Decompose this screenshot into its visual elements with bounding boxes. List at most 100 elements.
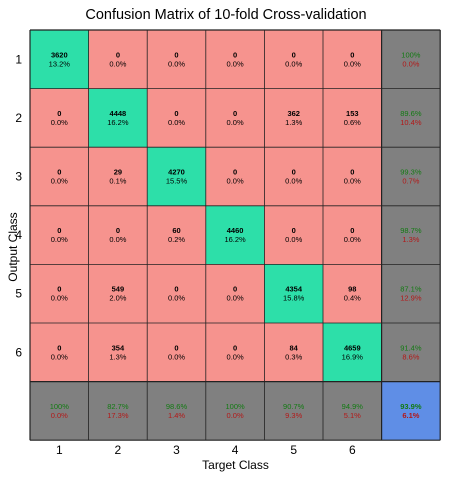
cell-count: 0 — [233, 109, 237, 118]
cell-count: 0 — [292, 226, 296, 235]
matrix-cell-bg — [205, 88, 265, 148]
cell-count: 0 — [57, 226, 61, 235]
matrix-cell-bg — [205, 323, 265, 382]
matrix-cell-bg — [381, 323, 441, 382]
x-tick-label: 6 — [349, 443, 356, 457]
cell-count: 0 — [350, 168, 354, 177]
cell-percent: 0.0% — [168, 352, 185, 361]
matrix-cell-bg — [30, 147, 89, 206]
x-tick-label: 1 — [56, 443, 63, 457]
cell-count: 0 — [233, 285, 237, 294]
matrix-cell-bg — [88, 205, 148, 265]
cell-percent: 0.0% — [51, 177, 68, 186]
row-summary-correct: 99.3% — [400, 168, 422, 177]
cell-count: 0 — [174, 285, 178, 294]
matrix-cell-bg — [264, 381, 323, 441]
cell-count: 0 — [57, 109, 61, 118]
cell-percent: 0.0% — [227, 352, 244, 361]
cell-count: 0 — [174, 50, 178, 59]
cell-count: 0 — [57, 168, 61, 177]
column-summary-error: 9.3% — [285, 411, 302, 420]
matrix-cell-bg — [323, 264, 382, 323]
matrix-cell-bg — [264, 30, 323, 89]
matrix-cell-bg — [205, 147, 265, 206]
y-tick-label: 5 — [15, 287, 22, 301]
cell-percent: 0.0% — [285, 177, 302, 186]
cell-count: 3620 — [51, 50, 68, 59]
cell-percent: 0.0% — [344, 59, 361, 68]
matrix-cell-bg — [264, 88, 323, 148]
row-summary-error: 1.3% — [402, 235, 419, 244]
row-summary-correct: 98.7% — [400, 226, 422, 235]
column-summary-correct: 82.7% — [107, 402, 129, 411]
column-summary-correct: 98.6% — [166, 402, 188, 411]
cell-count: 0 — [233, 168, 237, 177]
matrix-cell-bg — [88, 147, 148, 206]
cell-count: 4460 — [227, 226, 244, 235]
matrix-cell-bg — [381, 264, 441, 323]
cell-percent: 0.0% — [344, 177, 361, 186]
cell-percent: 0.0% — [227, 294, 244, 303]
cell-count: 0 — [174, 343, 178, 352]
cell-count: 354 — [112, 343, 125, 352]
cell-count: 29 — [114, 168, 122, 177]
cell-count: 0 — [57, 343, 61, 352]
matrix-cell-bg — [381, 147, 441, 206]
matrix-cell-bg — [88, 323, 148, 382]
x-tick-label: 4 — [232, 443, 239, 457]
cell-percent: 16.2% — [224, 235, 246, 244]
cell-count: 0 — [350, 226, 354, 235]
matrix-cell-bg — [205, 205, 265, 265]
cell-percent: 15.8% — [283, 294, 305, 303]
matrix-cell-bg — [381, 205, 441, 265]
cell-percent: 0.0% — [285, 59, 302, 68]
matrix-cell-bg — [381, 30, 441, 89]
x-tick-label: 5 — [290, 443, 297, 457]
matrix-cell-bg — [381, 88, 441, 148]
matrix-cell-bg — [30, 205, 89, 265]
column-summary-correct: 100% — [226, 402, 246, 411]
cell-percent: 0.6% — [344, 118, 361, 127]
cell-count: 4659 — [344, 343, 361, 352]
matrix-cell-bg — [323, 88, 382, 148]
x-tick-label: 3 — [173, 443, 180, 457]
matrix-cell-bg — [264, 323, 323, 382]
cell-percent: 0.0% — [227, 118, 244, 127]
cell-percent: 0.0% — [168, 59, 185, 68]
row-summary-correct: 87.1% — [400, 285, 422, 294]
column-summary-correct: 90.7% — [283, 402, 305, 411]
cell-count: 4270 — [168, 168, 185, 177]
matrix-cell-bg — [323, 205, 382, 265]
matrix-cell-bg — [264, 147, 323, 206]
row-summary-correct: 100% — [401, 50, 421, 59]
cell-percent: 0.0% — [51, 294, 68, 303]
cell-count: 98 — [348, 285, 356, 294]
cell-percent: 16.2% — [107, 118, 129, 127]
cell-percent: 0.0% — [227, 59, 244, 68]
cell-percent: 0.0% — [227, 177, 244, 186]
matrix-cell-bg — [147, 30, 206, 89]
row-summary-error: 12.9% — [400, 294, 422, 303]
cell-count: 84 — [290, 343, 299, 352]
y-tick-label: 6 — [15, 345, 22, 359]
row-summary-error: 0.7% — [402, 177, 419, 186]
matrix-cell-bg — [30, 88, 89, 148]
matrix-cell-bg — [205, 264, 265, 323]
cell-count: 0 — [57, 285, 61, 294]
matrix-cell-bg — [323, 147, 382, 206]
cell-count: 60 — [172, 226, 180, 235]
cell-percent: 0.0% — [51, 352, 68, 361]
column-summary-error: 1.4% — [168, 411, 185, 420]
cell-count: 0 — [116, 50, 120, 59]
column-summary-error: 17.3% — [107, 411, 129, 420]
cell-percent: 1.3% — [109, 352, 126, 361]
row-summary-error: 10.4% — [400, 118, 422, 127]
cell-percent: 0.0% — [109, 235, 126, 244]
matrix-cell-bg — [88, 381, 148, 441]
matrix-cell-bg — [88, 88, 148, 148]
cell-percent: 0.1% — [109, 177, 126, 186]
matrix-cell-bg — [30, 264, 89, 323]
cell-count: 549 — [112, 285, 125, 294]
matrix-cell-bg — [30, 381, 89, 441]
